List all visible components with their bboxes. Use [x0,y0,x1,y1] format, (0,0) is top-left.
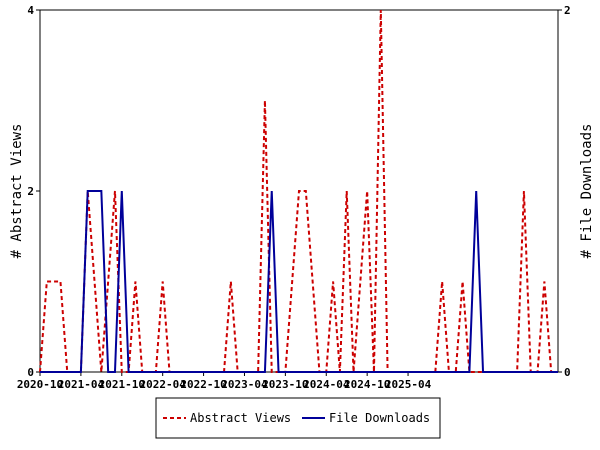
x-tick-label: 2025-04 [385,378,432,391]
x-tick-label: 2022-04 [140,378,187,391]
y-tick-label-left: 2 [27,185,34,198]
x-tick-label: 2024-10 [344,378,390,391]
axis-ticks: 0 2 4 0 2 2020-102021-042021-102022-042022-10… [17,4,571,391]
y-tick-label-left: 4 [27,4,34,17]
x-tick-label: 2021-04 [58,378,105,391]
legend-label-abstract-views: Abstract Views [190,411,291,425]
series-layer [39,9,558,373]
legend-box [155,397,441,439]
y-axis-title-left: # Abstract Views [9,124,25,259]
series-line-abstract-views [39,9,558,373]
series-line-file-downloads [40,190,558,373]
legend: Abstract Views File Downloads [155,397,441,439]
x-tick-label: 2023-04 [221,378,268,391]
y-tick-label-right: 0 [564,366,571,379]
y-tick-label-right: 2 [564,4,571,17]
x-tick-label: 2022-10 [180,378,226,391]
x-tick-label: 2023-10 [262,378,308,391]
x-tick-label: 2020-10 [17,378,63,391]
x-tick-label: 2024-04 [303,378,350,391]
y-axis-title-right: # File Downloads [579,124,595,259]
y-tick-label-left: 0 [27,366,34,379]
legend-label-file-downloads: File Downloads [329,411,430,425]
x-tick-label: 2021-10 [99,378,145,391]
